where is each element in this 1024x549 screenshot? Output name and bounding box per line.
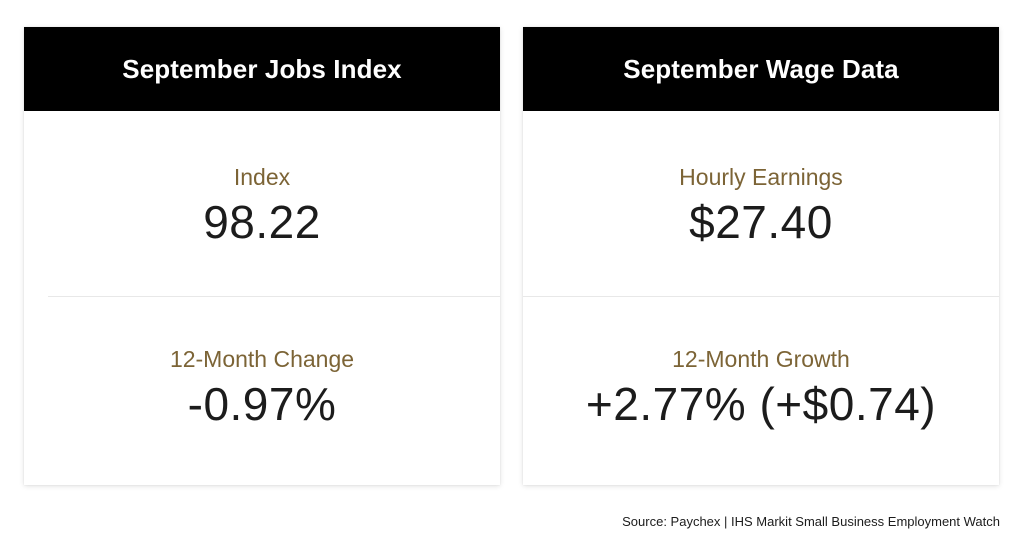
jobs-12-month-change-label: 12-Month Change: [169, 346, 355, 372]
index-label: Index: [233, 164, 291, 190]
hourly-earnings-stat: Hourly Earnings $27.40: [523, 163, 999, 249]
index-value: 98.22: [203, 196, 321, 248]
source-note: Source: Paychex | IHS Markit Small Busin…: [622, 514, 1000, 529]
index-stat: Index 98.22: [24, 163, 500, 249]
hourly-earnings-label: Hourly Earnings: [679, 164, 843, 190]
jobs-index-card: September Jobs Index Index 98.22 12-Mont…: [24, 27, 500, 485]
wage-12-month-growth-stat: 12-Month Growth +2.77% (+$0.74): [523, 345, 999, 431]
jobs-12-month-change-stat: 12-Month Change -0.97%: [24, 345, 500, 431]
wage-12-month-growth-value: +2.77% (+$0.74): [585, 378, 937, 430]
jobs-card-divider: [48, 296, 500, 297]
wage-data-card: September Wage Data Hourly Earnings $27.…: [523, 27, 999, 485]
hourly-earnings-value: $27.40: [689, 196, 833, 248]
jobs-12-month-change-value: -0.97%: [187, 378, 337, 430]
wage-data-card-title: September Wage Data: [523, 27, 999, 111]
wage-12-month-growth-label: 12-Month Growth: [672, 346, 850, 372]
wage-card-divider: [523, 296, 999, 297]
jobs-index-card-title: September Jobs Index: [24, 27, 500, 111]
